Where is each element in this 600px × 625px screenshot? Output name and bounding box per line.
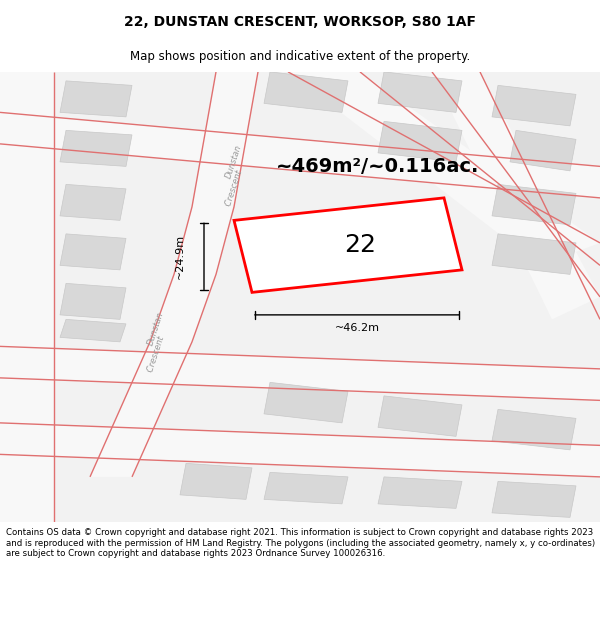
Polygon shape [60, 234, 126, 270]
Polygon shape [0, 72, 600, 522]
Polygon shape [492, 184, 576, 225]
Text: 22: 22 [344, 233, 376, 257]
Polygon shape [60, 283, 126, 319]
Text: Map shows position and indicative extent of the property.: Map shows position and indicative extent… [130, 49, 470, 62]
Polygon shape [378, 396, 462, 436]
Text: ~24.9m: ~24.9m [175, 234, 185, 279]
Text: Contains OS data © Crown copyright and database right 2021. This information is : Contains OS data © Crown copyright and d… [6, 528, 595, 558]
Polygon shape [0, 423, 600, 477]
Polygon shape [264, 382, 348, 423]
Polygon shape [60, 184, 126, 221]
Polygon shape [90, 72, 258, 477]
Polygon shape [492, 86, 576, 126]
Polygon shape [492, 481, 576, 518]
Polygon shape [60, 319, 126, 342]
Text: Crescent: Crescent [224, 169, 244, 209]
Polygon shape [180, 463, 252, 499]
Polygon shape [378, 121, 462, 162]
Polygon shape [432, 72, 600, 319]
Polygon shape [288, 72, 600, 266]
Polygon shape [510, 131, 576, 171]
Polygon shape [264, 472, 348, 504]
Text: ~46.2m: ~46.2m [335, 323, 380, 333]
Polygon shape [0, 72, 54, 522]
Text: Crescent: Crescent [146, 335, 166, 376]
Text: Dunstan: Dunstan [224, 144, 244, 180]
Polygon shape [60, 131, 132, 166]
Polygon shape [0, 112, 600, 198]
Polygon shape [0, 346, 600, 401]
Polygon shape [60, 81, 132, 117]
Polygon shape [264, 72, 348, 112]
Text: 22, DUNSTAN CRESCENT, WORKSOP, S80 1AF: 22, DUNSTAN CRESCENT, WORKSOP, S80 1AF [124, 14, 476, 29]
Text: ~469m²/~0.116ac.: ~469m²/~0.116ac. [277, 157, 479, 176]
Polygon shape [492, 409, 576, 450]
Polygon shape [378, 477, 462, 508]
Text: Dunstan: Dunstan [146, 311, 166, 346]
Polygon shape [234, 198, 462, 292]
Polygon shape [492, 234, 576, 274]
Polygon shape [378, 72, 462, 112]
